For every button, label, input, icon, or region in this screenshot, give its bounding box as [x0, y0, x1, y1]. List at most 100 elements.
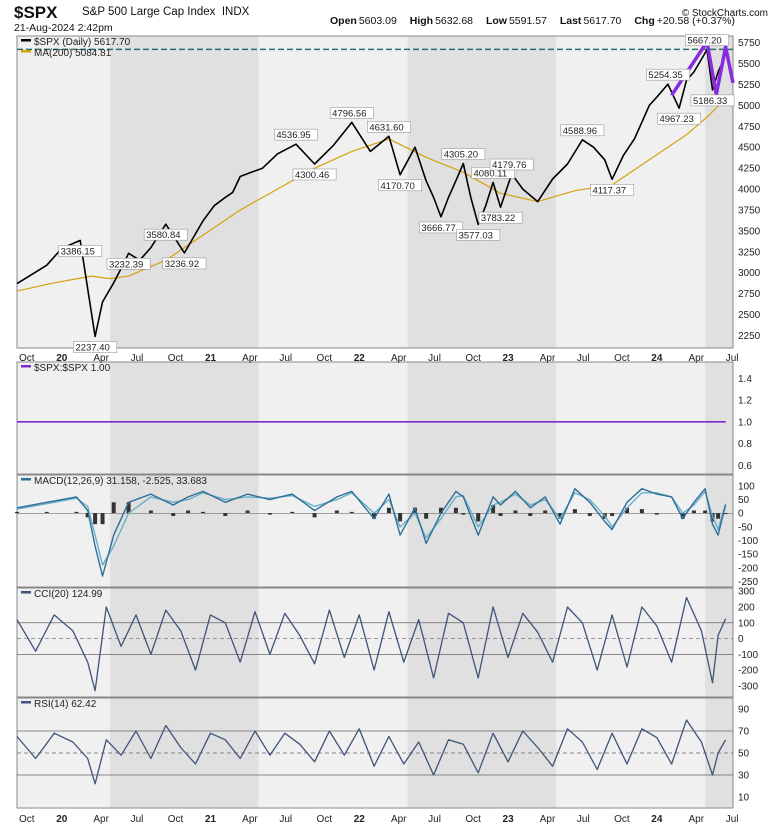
price-annotation-box: [657, 112, 701, 125]
macd-histogram-bar: [267, 513, 272, 515]
time-axis-label: Jul: [279, 814, 292, 825]
macd-y-tick-label: -50: [738, 522, 753, 533]
ratio-legend-label: $SPX:$SPX 1.00: [34, 363, 111, 374]
background-band: [295, 475, 334, 587]
macd-histogram-bar: [476, 513, 481, 522]
background-band: [147, 475, 185, 587]
time-axis-label: 20: [56, 353, 68, 364]
time-axis-label: 24: [651, 353, 663, 364]
macd-histogram-bar: [372, 513, 377, 519]
background-band: [481, 475, 520, 587]
background-band: [72, 36, 110, 348]
price-legend-swatch: [21, 50, 31, 53]
low-label: Low: [485, 15, 507, 27]
index-name: S&P 500 Large Cap Index INDX: [82, 6, 249, 18]
macd-histogram-bar: [703, 510, 708, 514]
time-axis-label: Jul: [577, 353, 590, 364]
price-annotation-box: [646, 68, 690, 81]
time-axis-label: Oct: [614, 814, 630, 825]
time-axis-label: Apr: [242, 814, 258, 825]
rsi-y-tick-label: 50: [738, 749, 750, 760]
ticker-symbol: $SPX: [14, 3, 58, 22]
rsi-legend-swatch: [21, 701, 31, 704]
background-band: [295, 36, 334, 348]
time-axis-label: Oct: [317, 814, 333, 825]
background-band: [147, 36, 185, 348]
price-y-tick-label: 4500: [738, 143, 761, 154]
macd-histogram-bar: [126, 502, 131, 514]
background-band: [630, 362, 668, 474]
price-annotation-label: 4080.11: [473, 168, 507, 179]
price-annotation-label: 3577.03: [459, 230, 493, 241]
background-band: [370, 362, 408, 474]
price-y-tick-label: 3750: [738, 205, 761, 216]
macd-histogram-bar: [572, 509, 577, 514]
macd-histogram-bar: [245, 510, 250, 514]
macd-histogram-bar: [290, 511, 295, 514]
cci-y-tick-label: 100: [738, 618, 755, 629]
ratio-y-tick-label: 1.0: [738, 417, 752, 428]
low-value: 5591.57: [508, 15, 547, 27]
macd-histogram-bar: [624, 507, 629, 514]
price-annotation-label: 2237.40: [76, 343, 110, 354]
price-annotation-box: [73, 341, 118, 353]
price-annotation-box: [329, 107, 374, 119]
macd-histogram-bar: [148, 510, 153, 514]
price-annotation-label: 4179.76: [492, 160, 526, 171]
macd-histogram-bar: [44, 511, 49, 514]
chart-header: $SPX S&P 500 Large Cap Index INDX 21-Aug…: [0, 0, 780, 36]
background-band: [333, 36, 371, 348]
price-line: [16, 48, 727, 338]
time-axis-label: Jul: [131, 353, 144, 364]
macd-histogram-bar: [424, 513, 429, 519]
price-annotation-box: [419, 221, 463, 234]
price-y-tick-label: 3000: [738, 268, 761, 279]
background-band: [17, 36, 36, 348]
macd-histogram-bar: [93, 513, 98, 525]
macd-y-tick-label: 100: [738, 481, 755, 492]
time-axis-label: Apr: [93, 814, 109, 825]
price-legend-label: MA(200) 5084.81: [34, 48, 112, 59]
macd-histogram-bar: [74, 511, 79, 514]
price-y-tick-label: 5500: [738, 59, 761, 70]
macd-histogram-bar: [691, 510, 696, 514]
time-axis-label: Oct: [465, 814, 481, 825]
price-annotation-box: [456, 229, 501, 241]
rsi-y-tick-label: 70: [738, 727, 750, 738]
time-axis-label: Apr: [540, 353, 556, 364]
macd-histogram-bar: [439, 507, 444, 514]
time-axis-label: Jul: [577, 814, 590, 825]
open-label: Open: [330, 15, 357, 27]
macd-histogram-bar: [680, 513, 685, 519]
last-label: Last: [559, 15, 582, 27]
macd-histogram-bar: [461, 513, 466, 515]
open-value: 5603.09: [358, 15, 397, 27]
background-band: [221, 475, 259, 587]
macd-histogram-bar: [723, 513, 728, 515]
background-band: [109, 36, 148, 348]
price-panel-frame: [16, 35, 734, 349]
time-axis-label: Apr: [689, 814, 705, 825]
price-annotation-box: [478, 211, 523, 224]
price-y-tick-label: 3500: [738, 226, 761, 237]
time-axis-label: Jul: [726, 814, 739, 825]
time-axis-label: Apr: [540, 814, 556, 825]
price-annotation-label: 4170.70: [381, 181, 415, 192]
background-band: [407, 588, 445, 697]
price-annotation-box: [367, 120, 411, 133]
price-annotation-label: 4631.60: [369, 122, 403, 133]
ma200-line: [16, 97, 727, 292]
price-annotation-label: 4300.46: [295, 170, 329, 181]
cci-legend-swatch: [21, 591, 31, 594]
background-band: [519, 588, 557, 697]
price-y-tick-label: 4250: [738, 164, 761, 175]
price-annotation-box: [690, 94, 735, 107]
background-band: [593, 588, 631, 697]
background-band: [258, 36, 296, 348]
time-axis-label: Oct: [168, 814, 184, 825]
price-annotation-label: 4536.95: [276, 130, 310, 141]
background-band: [593, 362, 631, 474]
time-axis-label: 23: [503, 814, 515, 825]
background-band: [556, 36, 594, 348]
price-legend-swatch: [21, 39, 31, 42]
